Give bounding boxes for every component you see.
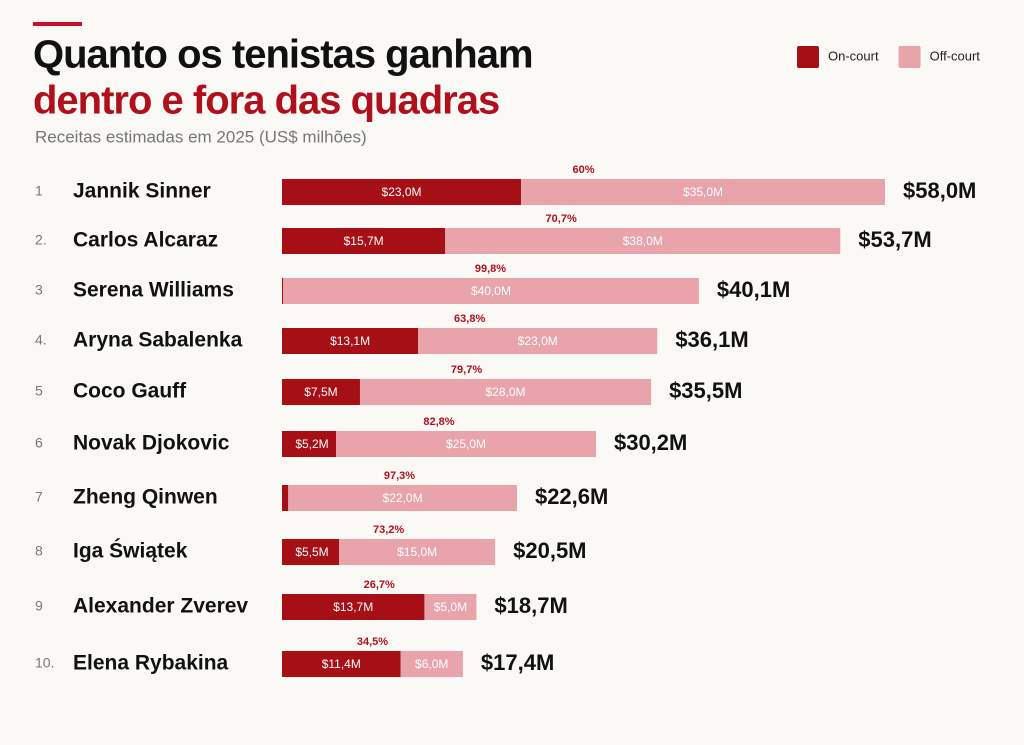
bar-segment <box>521 179 885 205</box>
total-label: $53,7M <box>858 227 931 252</box>
value-label: $25,0M <box>446 437 486 451</box>
bar-segment <box>282 328 419 354</box>
bar-segment <box>283 278 699 304</box>
value-label: $15,7M <box>344 234 384 248</box>
category-label: Jannik Sinner <box>73 180 211 203</box>
value-label: $5,5M <box>295 545 328 559</box>
rank-label: 8 <box>35 543 43 559</box>
total-label: $18,7M <box>494 593 567 618</box>
rank-label: 5 <box>35 383 43 399</box>
category-label: Iga Świątek <box>73 539 188 563</box>
category-label: Coco Gauff <box>73 380 187 403</box>
rank-label: 3 <box>35 282 43 298</box>
total-label: $35,5M <box>669 378 742 403</box>
value-label: $23,0M <box>518 334 558 348</box>
rank-label: 1 <box>35 183 43 199</box>
value-label: $23,0M <box>382 185 422 199</box>
value-label: $11,4M <box>322 657 361 671</box>
bar-segment <box>282 485 289 511</box>
bar-segment <box>400 651 463 677</box>
percent-label: 79,7% <box>451 364 482 376</box>
category-label: Elena Rybakina <box>73 652 229 675</box>
bar-segment <box>336 431 596 457</box>
category-label: Alexander Zverev <box>73 595 248 618</box>
percent-label: 82,8% <box>423 416 454 428</box>
percent-label: 73,2% <box>373 524 404 536</box>
chart-title-highlight: dentro e fora das quadras <box>33 79 499 123</box>
value-label: $35,0M <box>683 185 723 199</box>
value-label: $6,0M <box>415 657 448 671</box>
percent-label: 26,7% <box>364 579 395 591</box>
rank-label: 7 <box>35 489 43 505</box>
rank-label: 4. <box>35 332 47 348</box>
category-label: Aryna Sabalenka <box>73 329 243 352</box>
rank-label: 2. <box>35 232 47 248</box>
bar-segment <box>282 278 284 304</box>
category-label: Novak Djokovic <box>73 432 230 455</box>
legend-label: Off-court <box>930 48 981 63</box>
chart-title: Quanto os tenistas ganham <box>33 33 533 77</box>
bar-segment <box>282 379 360 405</box>
bar-segment <box>445 228 841 254</box>
bar-segment <box>288 485 517 511</box>
rank-label: 9 <box>35 598 43 614</box>
bar-segment <box>282 539 340 565</box>
bar-segment <box>282 431 337 457</box>
value-label: $13,1M <box>330 334 370 348</box>
rank-label: 10. <box>35 655 54 671</box>
total-label: $22,6M <box>535 484 608 509</box>
rank-label: 6 <box>35 435 43 451</box>
accent-line <box>33 22 82 26</box>
value-label: $15,0M <box>397 545 437 559</box>
bar-segment <box>359 379 652 405</box>
bar-segment <box>339 539 496 565</box>
bar-segment <box>282 179 522 205</box>
total-label: $20,5M <box>513 538 586 563</box>
category-label: Carlos Alcaraz <box>73 229 218 252</box>
category-label: Serena Williams <box>73 279 234 302</box>
value-label: $38,0M <box>623 234 663 248</box>
bar-segment <box>282 651 401 677</box>
legend-swatch <box>797 46 819 68</box>
total-label: $30,2M <box>614 430 687 455</box>
bar-segment <box>282 594 425 620</box>
percent-label: 60% <box>572 164 594 176</box>
value-label: $22,0M <box>383 491 423 505</box>
percent-label: 34,5% <box>357 636 388 648</box>
legend-swatch <box>898 46 921 68</box>
bar-segment <box>282 228 446 254</box>
value-label: $7,5M <box>304 385 337 399</box>
value-label: $5,2M <box>295 437 328 451</box>
percent-label: 63,8% <box>454 313 485 325</box>
total-label: $17,4M <box>481 650 554 675</box>
value-label: $13,7M <box>333 600 373 614</box>
percent-label: 97,3% <box>384 470 415 482</box>
value-label: $28,0M <box>486 385 526 399</box>
bar-segment <box>424 594 477 620</box>
percent-label: 99,8% <box>475 263 506 275</box>
total-label: $36,1M <box>675 327 748 352</box>
value-label: $5,0M <box>434 600 467 614</box>
value-label: $40,0M <box>471 284 511 298</box>
bar-segment <box>418 328 658 354</box>
total-label: $58,0M <box>903 178 976 203</box>
legend-label: On-court <box>828 48 879 63</box>
chart-subtitle: Receitas estimadas em 2025 (US$ milhões) <box>35 127 367 146</box>
category-label: Zheng Qinwen <box>73 486 218 509</box>
percent-label: 70,7% <box>546 213 577 225</box>
total-label: $40,1M <box>717 277 790 302</box>
